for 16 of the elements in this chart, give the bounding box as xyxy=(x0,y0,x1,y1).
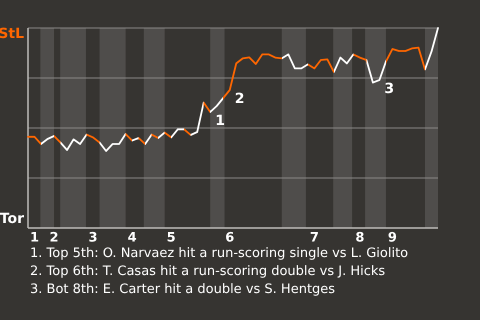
x-tick-label: 1 xyxy=(30,230,40,246)
annotation: 2 xyxy=(234,90,244,107)
annotation: 3 xyxy=(384,80,394,97)
x-tick-label: 6 xyxy=(225,230,234,246)
x-tick-label: 5 xyxy=(166,230,176,246)
x-tick-label: 8 xyxy=(355,230,364,246)
x-tick-label: 7 xyxy=(310,230,319,246)
x-tick-label: 2 xyxy=(50,230,59,246)
text: Tor xyxy=(0,210,24,227)
x-tick-label: 9 xyxy=(388,230,397,246)
annotation: 1 xyxy=(215,112,225,129)
text: 3. Bot 8th: E. Carter hit a double vs S. Hentges xyxy=(30,282,336,297)
x-tick-label: 3 xyxy=(88,230,98,246)
text: 2. Top 6th: T. Casas hit a run-scoring double vs J. Hicks xyxy=(30,264,386,279)
x-tick-label: 4 xyxy=(128,230,137,246)
text: 1. Top 5th: O. Narvaez hit a run-scoring single vs L. Giolito xyxy=(30,246,408,261)
